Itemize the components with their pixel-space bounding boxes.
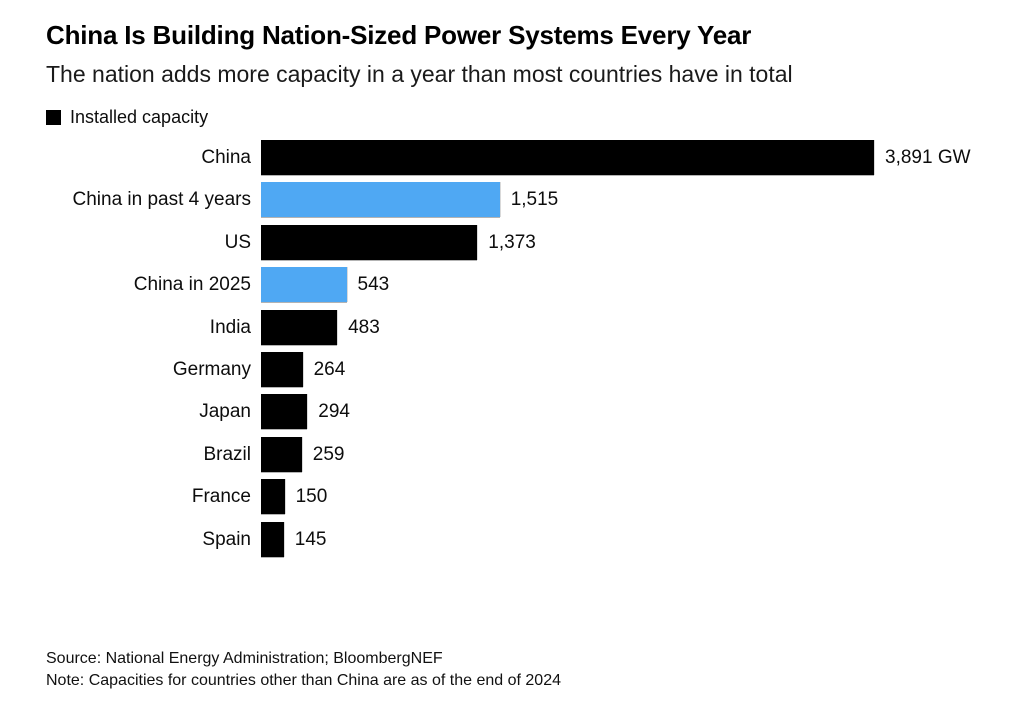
chart-row: Germany 264 bbox=[46, 351, 1028, 394]
legend-swatch-icon bbox=[46, 110, 61, 125]
note-line: Note: Capacities for countries other tha… bbox=[46, 672, 561, 689]
chart-title: China Is Building Nation-Sized Power Sys… bbox=[46, 20, 752, 50]
value-label: 1,373 bbox=[488, 231, 536, 253]
chart-row: US 1,373 bbox=[46, 224, 1028, 267]
bar bbox=[261, 479, 285, 515]
value-label: 3,891 GW bbox=[885, 147, 971, 168]
chart-row: India 483 bbox=[46, 309, 1028, 352]
bar bbox=[261, 436, 302, 472]
chart-row: Spain 145 bbox=[46, 521, 1028, 564]
value-label: 483 bbox=[348, 316, 380, 338]
category-label: China bbox=[201, 147, 251, 168]
chart-row: Japan 294 bbox=[46, 394, 1028, 436]
bar bbox=[261, 521, 284, 557]
category-label: France bbox=[191, 486, 251, 508]
bar bbox=[261, 267, 347, 303]
bar bbox=[261, 309, 338, 345]
chart-row: China 3,891 GW bbox=[46, 140, 1028, 182]
source-line: Source: National Energy Administration; … bbox=[46, 650, 443, 667]
chart-header: China Is Building Nation-Sized Power Sys… bbox=[0, 0, 1028, 128]
chart-row: China in 2025 543 bbox=[46, 267, 1028, 309]
category-label: Germany bbox=[172, 358, 251, 380]
bar-area: 1,373 bbox=[261, 224, 1028, 260]
value-label: 259 bbox=[312, 443, 345, 465]
chart-subtitle: The nation adds more capacity in a year … bbox=[46, 61, 793, 87]
bar-area: 1,515 bbox=[261, 182, 1028, 218]
bar bbox=[261, 394, 308, 430]
chart-legend: Installed capacity bbox=[46, 107, 982, 128]
category-label: Spain bbox=[202, 528, 251, 550]
category-label: Japan bbox=[199, 401, 251, 423]
value-label: 543 bbox=[357, 274, 390, 296]
bar-area: 264 bbox=[261, 351, 1028, 387]
bar-area: 543 bbox=[261, 267, 1028, 303]
value-label: 1,515 bbox=[510, 189, 559, 211]
chart-row: Brazil 259 bbox=[46, 436, 1028, 479]
value-label: 294 bbox=[318, 401, 350, 423]
bar bbox=[261, 224, 478, 260]
bar-chart: China 3,891 GW China in past 4 years 1,5… bbox=[0, 140, 1028, 564]
category-label: India bbox=[209, 316, 251, 338]
bar-area: 145 bbox=[261, 521, 1028, 557]
value-label: 264 bbox=[313, 358, 346, 380]
bar-area: 150 bbox=[261, 479, 1028, 515]
bar-area: 3,891 GW bbox=[261, 140, 1028, 175]
bar-area: 294 bbox=[261, 394, 1028, 430]
value-label: 145 bbox=[294, 528, 327, 550]
category-label: China in past 4 years bbox=[72, 189, 252, 211]
chart-row: France 150 bbox=[46, 479, 1028, 521]
bar-chart-rows: China 3,891 GW China in past 4 years 1,5… bbox=[46, 140, 1028, 564]
bar bbox=[261, 182, 500, 218]
category-label: China in 2025 bbox=[133, 274, 251, 296]
category-label: Brazil bbox=[203, 443, 251, 465]
bar bbox=[261, 140, 874, 175]
value-label: 150 bbox=[295, 486, 328, 508]
bar-area: 259 bbox=[261, 436, 1028, 472]
bar bbox=[261, 351, 303, 387]
chart-row: China in past 4 years 1,515 bbox=[46, 182, 1028, 224]
chart-footer: Source: National Energy Administration; … bbox=[46, 648, 561, 692]
legend-label: Installed capacity bbox=[70, 107, 209, 127]
category-label: US bbox=[224, 231, 251, 253]
bar-area: 483 bbox=[261, 309, 1028, 345]
